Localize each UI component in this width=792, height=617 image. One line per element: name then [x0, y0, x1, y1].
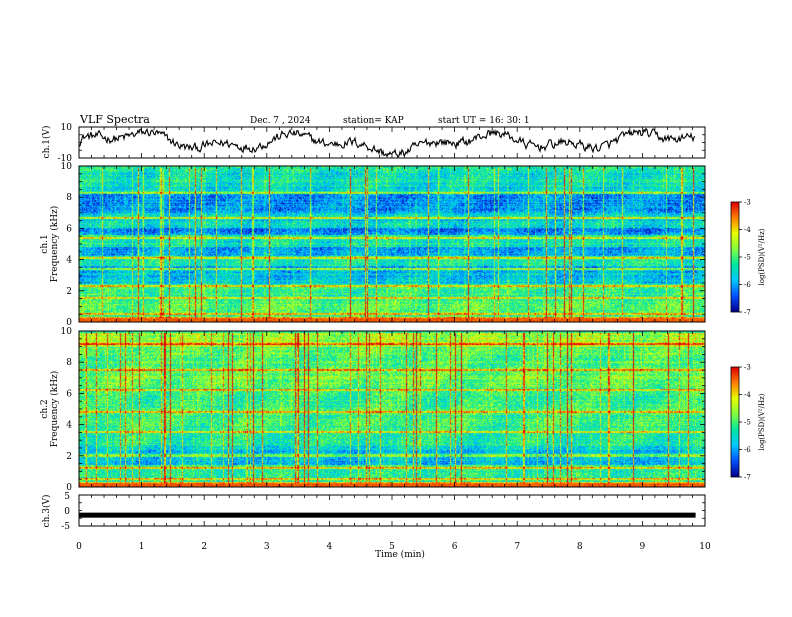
y-tick-label: 0 — [66, 483, 72, 493]
ch2-spec-ylabel-channel: ch.2 — [40, 399, 50, 418]
x-tick-label: 3 — [264, 542, 270, 552]
date-label: Dec. 7 , 2024 — [250, 116, 311, 126]
y-tick-label: 10 — [61, 162, 73, 172]
colorbar-tick-label: -4 — [744, 391, 751, 399]
ch3-ytick-mid: 0 — [64, 507, 70, 517]
ch1-spec-ylabel-freq: Frequency (kHz) — [49, 206, 60, 283]
ch1-waveform-trace — [79, 127, 696, 159]
x-tick-label: 1 — [139, 542, 145, 552]
ch3-waveform-panel: 5 0 -5 ch.3(V) — [41, 492, 706, 532]
y-tick-label: 0 — [66, 318, 72, 328]
x-tick-label: 6 — [452, 542, 458, 552]
colorbar-tick-label: -5 — [744, 419, 751, 427]
start-time-label: start UT = 16: 30: 1 — [438, 116, 530, 126]
ch2-spectrogram — [79, 331, 705, 487]
y-tick-label: 4 — [66, 256, 72, 266]
ch3-ylabel: ch.3(V) — [41, 495, 52, 528]
ch1-spectrogram — [79, 166, 705, 322]
ch2-spec-ylabel-freq: Frequency (kHz) — [49, 371, 60, 448]
ch1-ytick-top: 10 — [61, 123, 73, 133]
y-tick-label: 6 — [66, 224, 72, 234]
x-axis-label: Time (min) — [375, 549, 425, 560]
figure-title: VLF Spectra — [79, 113, 150, 126]
ch1-colorbar-label: log(PSD)(V²/Hz) — [758, 228, 766, 285]
colorbar-tick-label: -6 — [744, 446, 751, 454]
x-tick-label: 8 — [577, 542, 583, 552]
y-tick-label: 10 — [61, 327, 73, 337]
ch3-ytick-top: 5 — [64, 492, 70, 502]
colorbar-tick-label: -5 — [744, 254, 751, 262]
y-tick-label: 2 — [66, 452, 72, 462]
x-tick-label: 2 — [201, 542, 207, 552]
colorbar-tick-label: -3 — [744, 364, 751, 372]
colorbar-tick-label: -7 — [744, 309, 751, 317]
y-tick-label: 6 — [66, 389, 72, 399]
ch2-colorbar — [731, 367, 739, 477]
x-axis-ticklabels: 0 1 2 3 4 5 6 7 8 9 10 — [76, 542, 711, 552]
y-tick-label: 8 — [66, 358, 72, 368]
y-tick-label: 8 — [66, 193, 72, 203]
colorbar-tick-label: -7 — [744, 474, 751, 482]
ch1-ytick-bottom: -10 — [58, 154, 73, 164]
station-label: station= KAP — [343, 116, 404, 126]
ch1-colorbar — [731, 202, 739, 312]
y-tick-label: 4 — [66, 421, 72, 431]
ch1-spec-ylabel-channel: ch.1 — [40, 234, 50, 253]
ch1-ylabel: ch.1(V) — [41, 126, 52, 159]
x-tick-label: 9 — [640, 542, 646, 552]
ch1-waveform-panel: 10 -10 ch.1(V) — [41, 123, 706, 164]
x-tick-label: 5 — [389, 542, 395, 552]
x-tick-label: 7 — [514, 542, 520, 552]
colorbar-tick-label: -4 — [744, 226, 751, 234]
ch3-waveform-trace — [79, 512, 696, 518]
x-tick-label: 4 — [327, 542, 333, 552]
x-tick-label: 10 — [699, 542, 711, 552]
ch2-colorbar-label: log(PSD)(V²/Hz) — [758, 393, 766, 450]
colorbar-tick-label: -6 — [744, 281, 751, 289]
ch3-ytick-bottom: -5 — [61, 522, 70, 532]
y-tick-label: 2 — [66, 287, 72, 297]
x-tick-label: 0 — [76, 542, 82, 552]
colorbar-tick-label: -3 — [744, 199, 751, 207]
